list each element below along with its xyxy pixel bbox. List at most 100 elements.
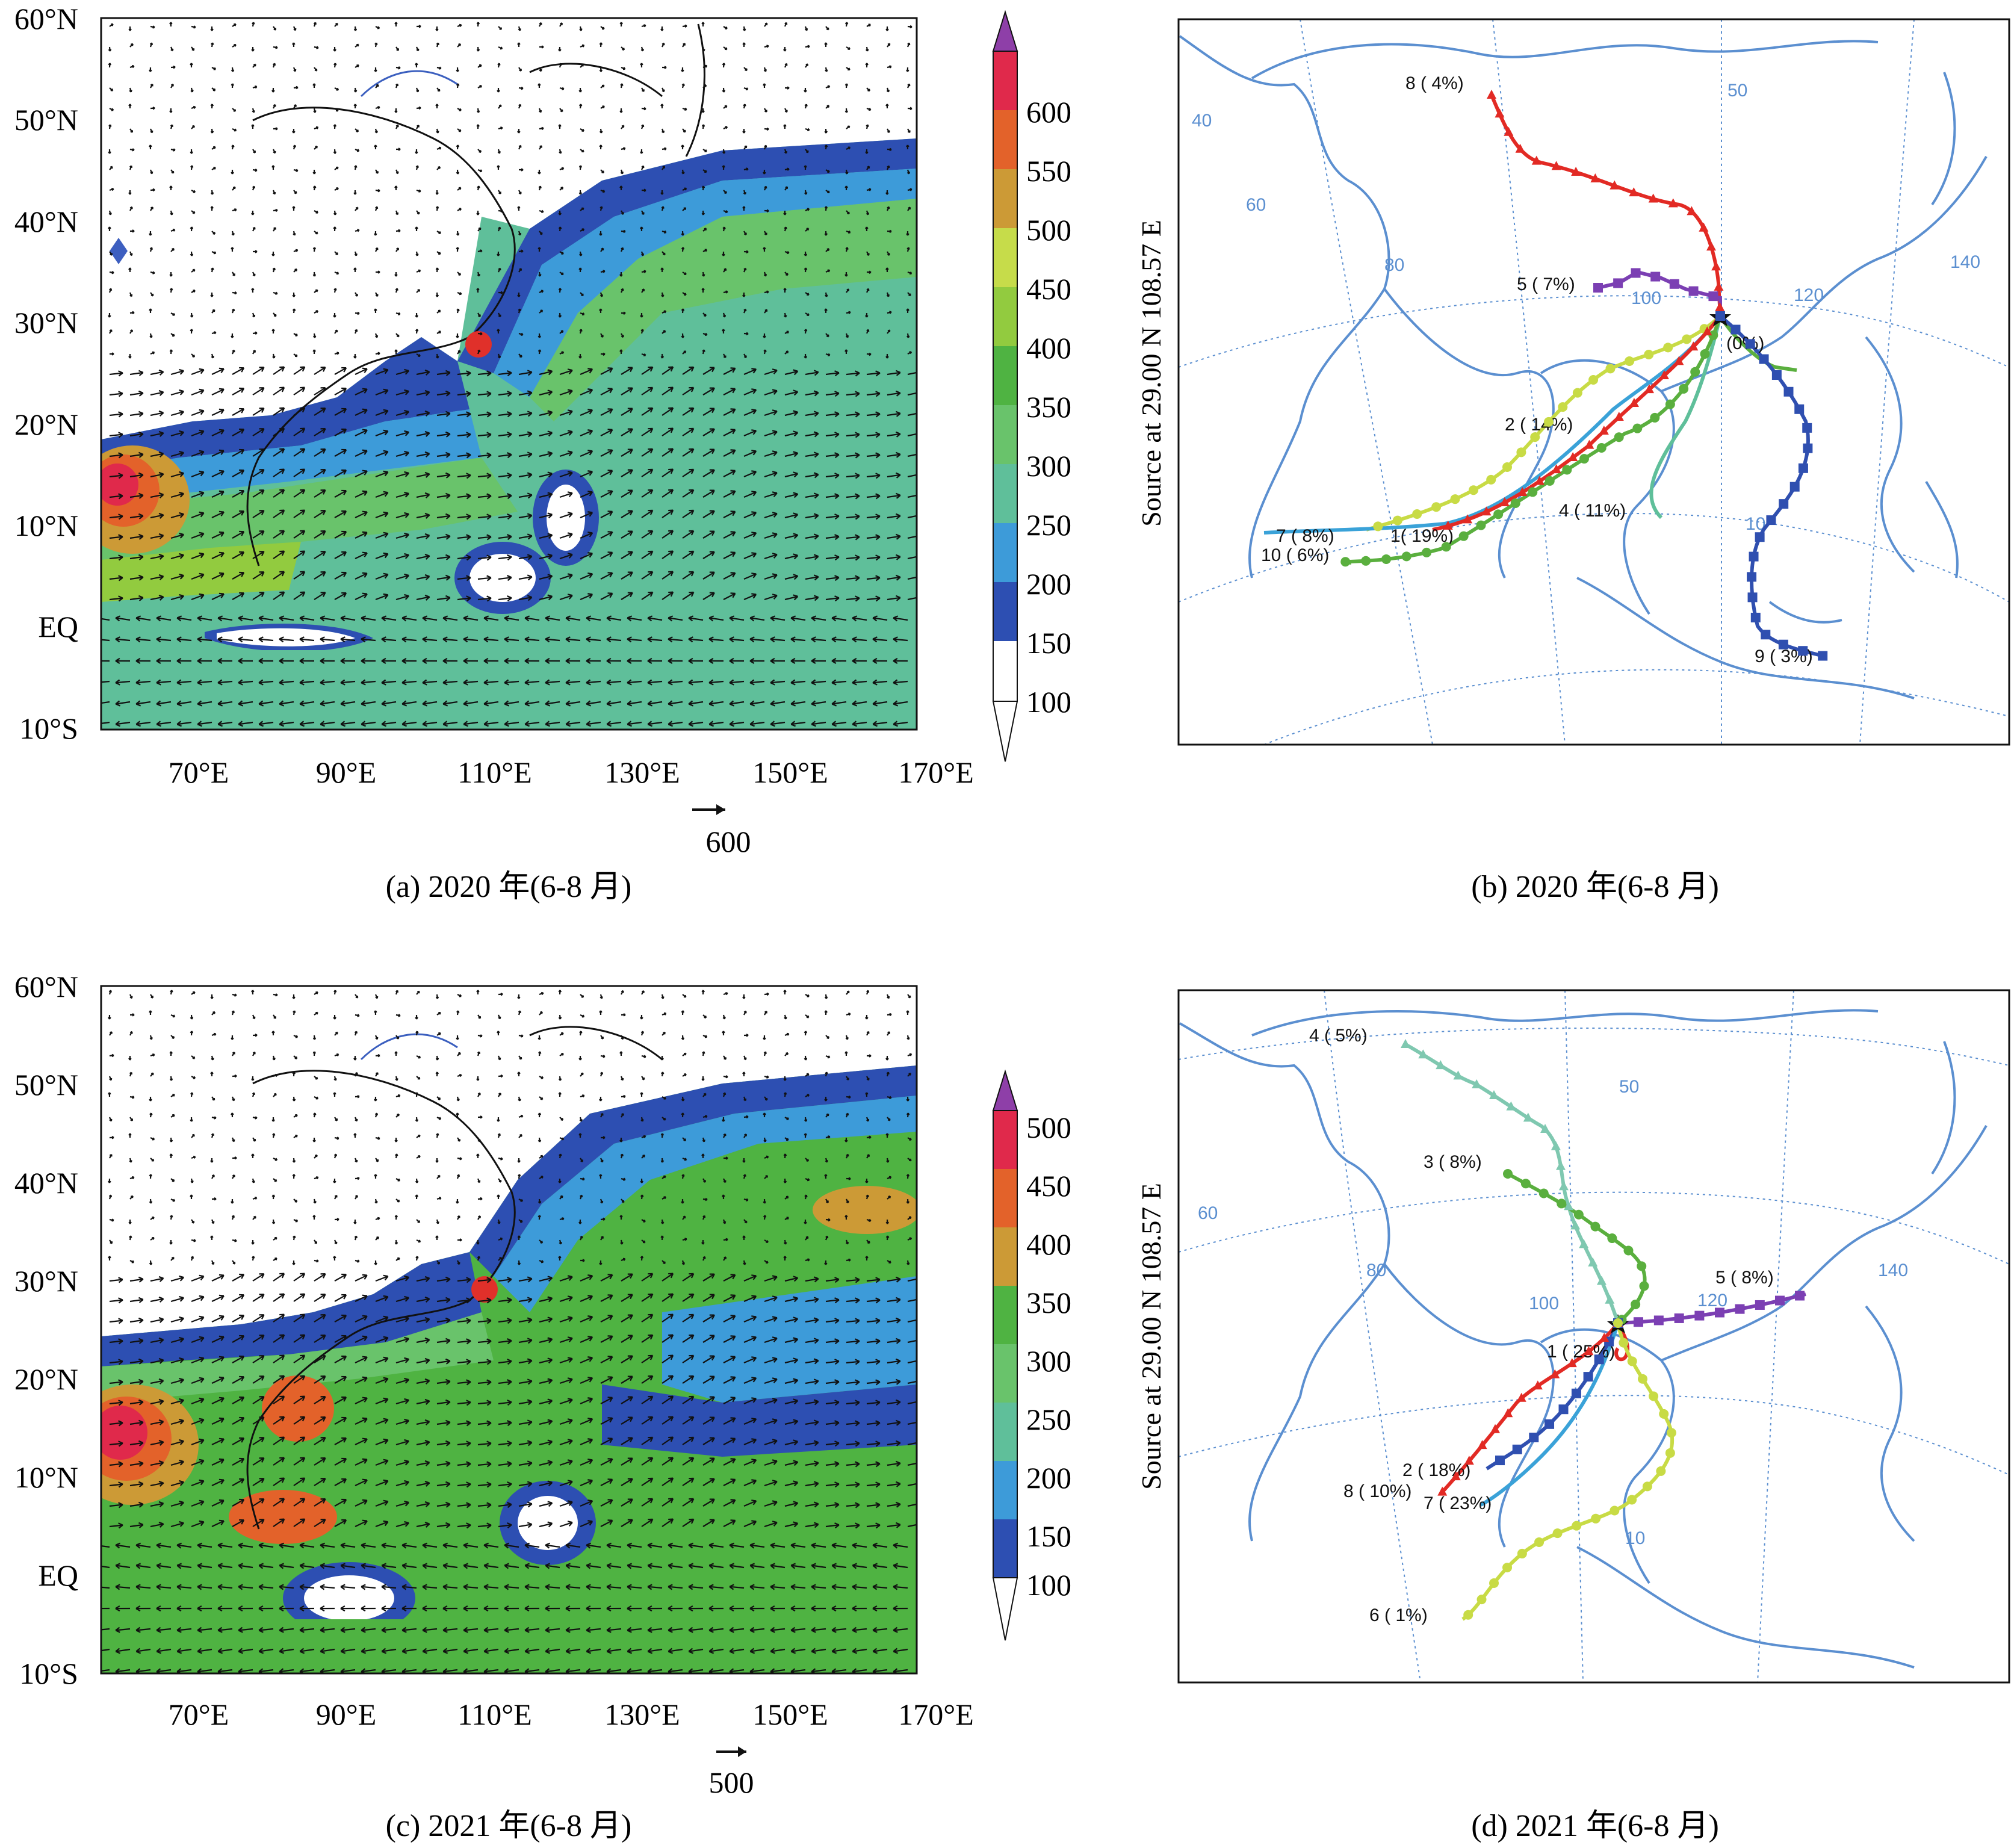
wind-vector-head	[138, 492, 144, 499]
wind-vector-head	[383, 1499, 389, 1506]
wind-vector-head	[844, 22, 849, 25]
wind-vector-head	[179, 409, 184, 416]
wind-vector-head	[786, 1117, 789, 1120]
wind-vector	[539, 411, 553, 417]
wind-vector-head	[377, 1217, 380, 1220]
wind-vector-head	[466, 493, 471, 500]
wind-vector	[866, 1381, 880, 1384]
wind-vector-head	[334, 1194, 338, 1198]
wind-vector-head	[456, 172, 460, 175]
wind-vector-head	[424, 1276, 430, 1282]
wind-vector	[784, 1502, 798, 1507]
wind-vector	[743, 1357, 757, 1364]
wind-vector-head	[648, 427, 654, 433]
wind-vector-head	[438, 146, 442, 150]
wind-vector	[443, 701, 458, 705]
wind-vector-head	[362, 1478, 368, 1484]
wind-vector	[395, 472, 409, 478]
wind-vector-head	[192, 211, 196, 214]
wind-vector-head	[581, 129, 584, 132]
wind-vector	[764, 595, 778, 601]
wind-vector-head	[417, 990, 420, 994]
wind-vector	[375, 1316, 388, 1323]
wind-vector	[314, 1273, 326, 1282]
wind-vector-head	[395, 1153, 398, 1156]
wind-vector	[156, 680, 172, 684]
wind-vector-head	[607, 551, 613, 557]
wind-vector-head	[600, 996, 603, 999]
wind-vector-head	[179, 389, 184, 395]
wind-vector-head	[567, 532, 573, 538]
wind-vector-head	[906, 171, 911, 175]
wind-vector	[232, 1274, 244, 1282]
wind-vector-head	[190, 63, 193, 66]
wind-vector	[784, 1481, 798, 1487]
wind-vector-head	[258, 721, 264, 727]
wind-vector-head	[404, 1439, 409, 1445]
wind-vector-head	[129, 1235, 132, 1238]
wind-vector	[498, 1381, 512, 1384]
wind-vector-head	[834, 1338, 840, 1345]
wind-vector	[805, 1503, 819, 1507]
wind-vector	[273, 530, 285, 539]
wind-vector-head	[558, 315, 562, 318]
wind-vector-head	[668, 700, 674, 707]
wind-vector-head	[730, 1274, 736, 1280]
wind-vector-head	[807, 1094, 810, 1097]
panel-c-wind-vectors	[101, 990, 917, 1673]
wind-vector-head	[547, 1480, 553, 1487]
wind-vector	[805, 1360, 819, 1364]
grid-label: 50	[1619, 1077, 1639, 1097]
wind-vector-head	[108, 151, 111, 154]
wind-vector	[170, 492, 184, 498]
wind-vector	[682, 468, 694, 477]
wind-vector-head	[199, 532, 205, 538]
wind-vector-head	[445, 1358, 451, 1365]
wind-vector-head	[356, 43, 359, 47]
wind-vector-head	[497, 355, 501, 359]
wind-vector	[279, 721, 294, 725]
wind-vector	[641, 1354, 653, 1363]
wind-vector-head	[751, 552, 757, 558]
wind-vector	[791, 721, 806, 725]
wind-vector-head	[295, 1134, 298, 1138]
wind-vector	[545, 680, 560, 684]
wind-vector-head	[361, 615, 367, 622]
wind-vector-head	[418, 1055, 421, 1059]
wind-vector-head	[213, 67, 217, 70]
wind-vector-head	[668, 468, 674, 474]
wind-vector-head	[252, 1256, 255, 1259]
wind-vector-head	[477, 1139, 481, 1143]
wind-vector-head	[607, 1376, 613, 1382]
wind-vector-head	[743, 1057, 747, 1061]
wind-vector	[191, 1276, 204, 1282]
grid-label: 120	[1794, 285, 1824, 305]
wind-vector	[702, 1437, 715, 1445]
wind-vector-head	[730, 490, 736, 496]
wind-vector-head	[118, 370, 123, 377]
wind-vector	[334, 429, 347, 436]
wind-vector	[580, 512, 593, 519]
wind-vector-head	[852, 721, 858, 727]
wind-vector-head	[708, 679, 714, 686]
wind-vector-head	[793, 1501, 799, 1507]
wind-vector	[375, 451, 388, 457]
wind-vector	[600, 551, 613, 559]
wind-vector-head	[239, 510, 245, 516]
wind-vector	[314, 1437, 326, 1445]
wind-vector-head	[906, 335, 910, 338]
wind-vector-head	[702, 1139, 705, 1143]
wind-vector-head	[424, 492, 430, 498]
wind-vector	[621, 551, 633, 559]
wind-vector	[129, 453, 143, 457]
wind-vector-head	[395, 212, 399, 215]
wind-vector	[887, 392, 900, 396]
wind-vector	[866, 1442, 880, 1446]
wind-vector	[156, 617, 172, 621]
wind-vector	[764, 1481, 778, 1487]
colorbar-label: 350	[1026, 390, 1071, 424]
wind-vector-head	[320, 551, 326, 556]
wind-vector-head	[602, 105, 606, 109]
wind-vector-head	[442, 700, 448, 707]
wind-vector-head	[108, 315, 111, 318]
